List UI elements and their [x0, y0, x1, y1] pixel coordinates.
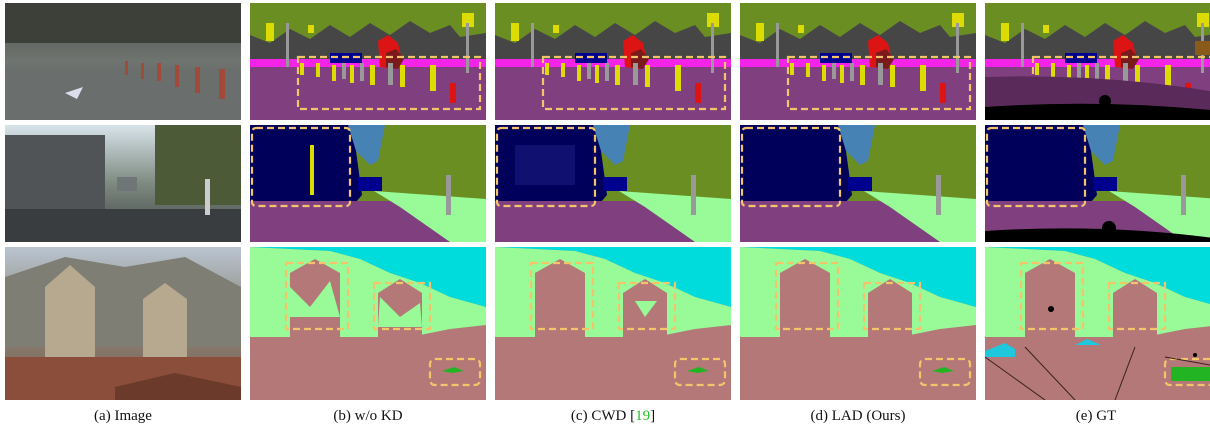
- segmentation-cell: [250, 3, 486, 120]
- segmentation-cell: [250, 125, 486, 242]
- captions: (a) Image (b) w/o KD (c) CWD [19] (d) LA…: [94, 408, 1116, 424]
- caption: (d) LAD (Ours): [811, 408, 906, 424]
- ground-truth-cell: [985, 247, 1210, 400]
- caption: (b) w/o KD: [333, 408, 402, 424]
- segmentation-cell: [495, 3, 731, 120]
- image-grid: [5, 3, 1210, 400]
- segmentation-cell: [495, 247, 731, 400]
- ground-truth-cell: [985, 125, 1210, 242]
- segmentation-cell: [740, 3, 976, 120]
- caption: (e) GT: [1076, 408, 1116, 424]
- segmentation-cell: [495, 125, 731, 242]
- figure: (a) Image (b) w/o KD (c) CWD [19] (d) LA…: [0, 0, 1210, 431]
- image-cell: [5, 3, 241, 120]
- caption-text: (c) CWD [: [571, 408, 635, 424]
- segmentation-cell: [250, 247, 486, 400]
- segmentation-cell: [740, 247, 976, 400]
- citation[interactable]: 19: [635, 408, 650, 424]
- image-cell: [5, 247, 241, 400]
- caption: (a) Image: [94, 408, 152, 424]
- segmentation-cell: [740, 125, 976, 242]
- image-cell: [5, 125, 241, 242]
- caption: (c) CWD [19]: [571, 408, 655, 424]
- ground-truth-cell: [985, 3, 1210, 120]
- caption-text: ]: [650, 408, 655, 424]
